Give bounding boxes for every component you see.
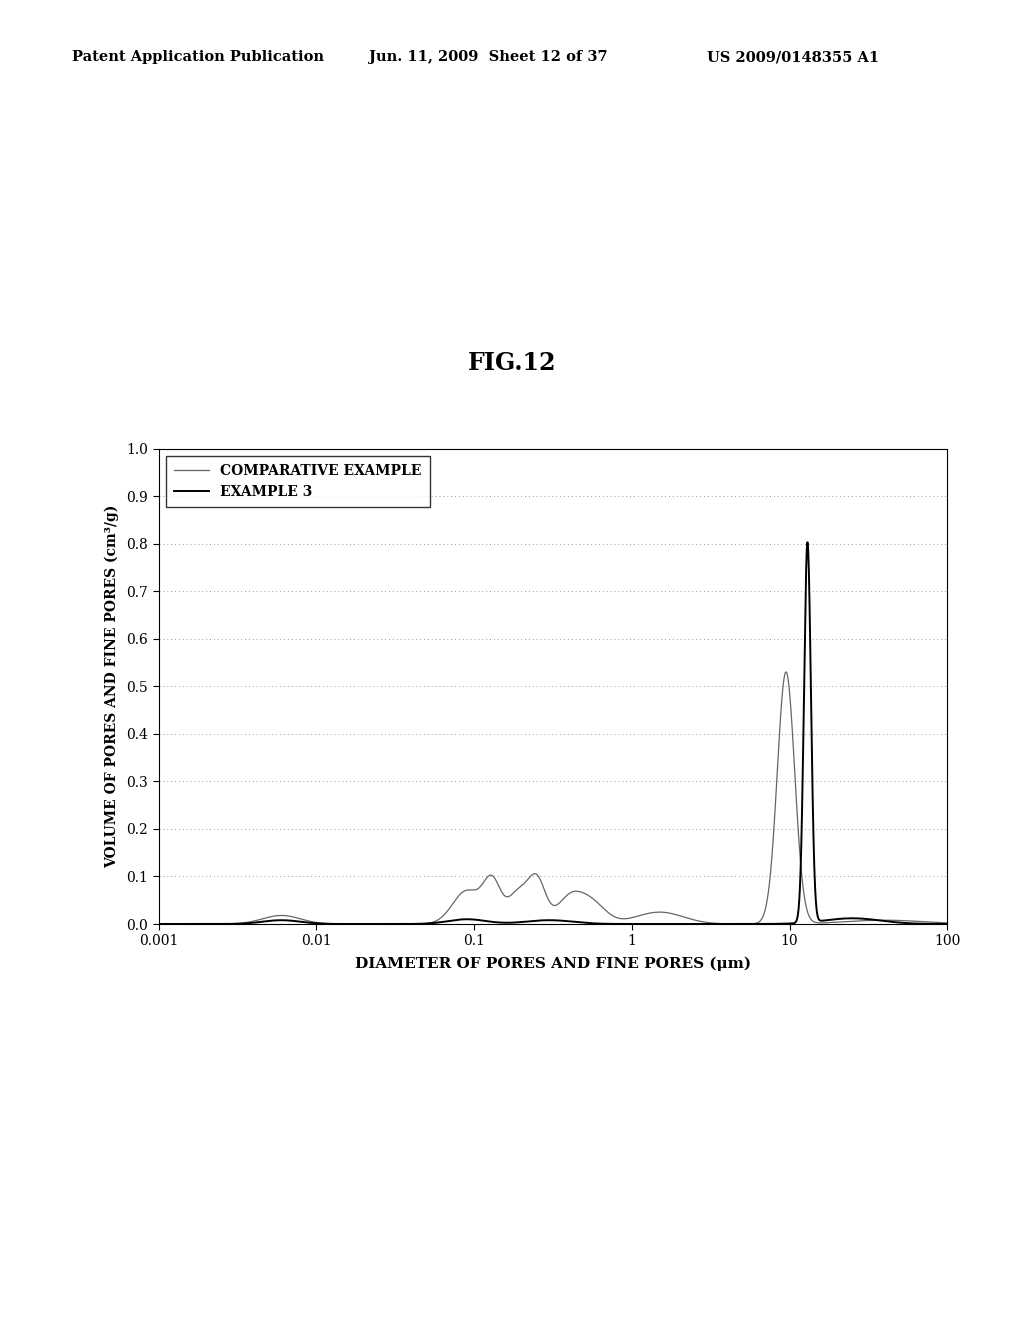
EXAMPLE 3 xyxy=(193,916,205,932)
EXAMPLE 3 xyxy=(802,535,814,550)
COMPARATIVE EXAMPLE xyxy=(193,916,205,932)
COMPARATIVE EXAMPLE xyxy=(779,665,792,681)
COMPARATIVE EXAMPLE xyxy=(438,907,451,923)
COMPARATIVE EXAMPLE xyxy=(653,904,666,920)
Text: US 2009/0148355 A1: US 2009/0148355 A1 xyxy=(707,50,879,65)
COMPARATIVE EXAMPLE xyxy=(620,911,632,927)
COMPARATIVE EXAMPLE xyxy=(737,916,750,932)
Text: FIG.12: FIG.12 xyxy=(468,351,556,375)
EXAMPLE 3 xyxy=(779,916,792,932)
EXAMPLE 3 xyxy=(153,916,165,932)
Text: Jun. 11, 2009  Sheet 12 of 37: Jun. 11, 2009 Sheet 12 of 37 xyxy=(369,50,607,65)
X-axis label: DIAMETER OF PORES AND FINE PORES (μm): DIAMETER OF PORES AND FINE PORES (μm) xyxy=(355,957,751,972)
COMPARATIVE EXAMPLE xyxy=(780,664,793,680)
EXAMPLE 3 xyxy=(941,916,953,932)
Text: Patent Application Publication: Patent Application Publication xyxy=(72,50,324,65)
EXAMPLE 3 xyxy=(737,916,750,932)
COMPARATIVE EXAMPLE xyxy=(941,915,953,931)
COMPARATIVE EXAMPLE xyxy=(153,916,165,932)
Line: COMPARATIVE EXAMPLE: COMPARATIVE EXAMPLE xyxy=(159,672,947,924)
Y-axis label: VOLUME OF PORES AND FINE PORES (cm³/g): VOLUME OF PORES AND FINE PORES (cm³/g) xyxy=(105,504,120,869)
EXAMPLE 3 xyxy=(653,916,666,932)
EXAMPLE 3 xyxy=(438,913,451,929)
Line: EXAMPLE 3: EXAMPLE 3 xyxy=(159,543,947,924)
EXAMPLE 3 xyxy=(620,916,632,932)
Legend: COMPARATIVE EXAMPLE, EXAMPLE 3: COMPARATIVE EXAMPLE, EXAMPLE 3 xyxy=(166,455,429,507)
